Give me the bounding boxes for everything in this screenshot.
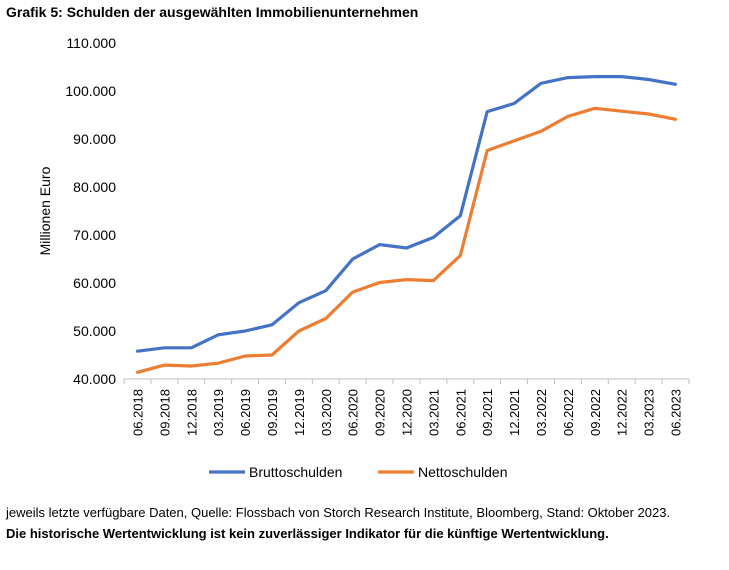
y-tick-label: 100.000 — [65, 83, 116, 99]
x-tick-label: 06.2018 — [130, 389, 145, 436]
x-tick-label: 03.2022 — [534, 389, 549, 436]
x-tick-label: 12.2020 — [400, 389, 415, 436]
x-tick-label: 09.2022 — [588, 389, 603, 436]
y-tick-label: 60.000 — [73, 275, 116, 291]
x-tick-label: 03.2021 — [426, 389, 441, 436]
x-axis: 06.2018 09.2018 12.2018 03.2019 06.2019 09.20… — [123, 378, 690, 436]
y-tick-label: 110.000 — [66, 35, 116, 51]
series-line-nettoschulden — [135, 106, 678, 374]
x-tick-label: 06.2022 — [561, 389, 576, 436]
legend: Bruttoschulden Nettoschulden — [209, 464, 508, 480]
y-tick-label: 40.000 — [73, 371, 116, 387]
x-tick-label: 06.2019 — [238, 389, 253, 436]
y-tick-label: 70.000 — [73, 227, 116, 243]
x-tick-label: 03.2023 — [642, 389, 657, 436]
x-tick-label: 12.2021 — [507, 389, 522, 436]
x-tick-label: 09.2021 — [480, 389, 495, 436]
y-axis-label: Millionen Euro — [37, 166, 53, 255]
chart-title: Grafik 5: Schulden der ausgewählten Immo… — [6, 4, 419, 20]
y-tick-label: 90.000 — [73, 131, 116, 147]
x-tick-label: 06.2020 — [346, 389, 361, 436]
x-tick-label: 03.2019 — [211, 389, 226, 436]
x-tick-label: 03.2020 — [319, 389, 334, 436]
y-tick-label: 50.000 — [73, 323, 116, 339]
x-tick-label: 09.2018 — [157, 389, 172, 436]
x-tick-label: 06.2021 — [453, 389, 468, 436]
x-tick-label: 09.2019 — [265, 389, 280, 436]
x-tick-label: 12.2019 — [292, 389, 307, 436]
legend-label: Nettoschulden — [418, 464, 508, 480]
y-tick-label: 80.000 — [73, 179, 116, 195]
y-axis: 40.000 50.000 60.000 70.000 80.000 90.000 100.… — [65, 35, 116, 387]
x-tick-label: 06.2023 — [669, 389, 684, 436]
series-layer — [135, 74, 678, 374]
source-footnote: jeweils letzte verfügbare Daten, Quelle:… — [6, 505, 671, 520]
series-line-bruttoschulden — [135, 74, 678, 353]
x-tick-label: 09.2020 — [373, 389, 388, 436]
legend-label: Bruttoschulden — [249, 464, 342, 480]
x-tick-label: 12.2022 — [615, 389, 630, 436]
disclaimer-note: Die historische Wertentwicklung ist kein… — [6, 526, 609, 541]
line-chart: 40.000 50.000 60.000 70.000 80.000 90.000 100.… — [37, 35, 690, 480]
x-tick-label: 12.2018 — [184, 389, 199, 436]
